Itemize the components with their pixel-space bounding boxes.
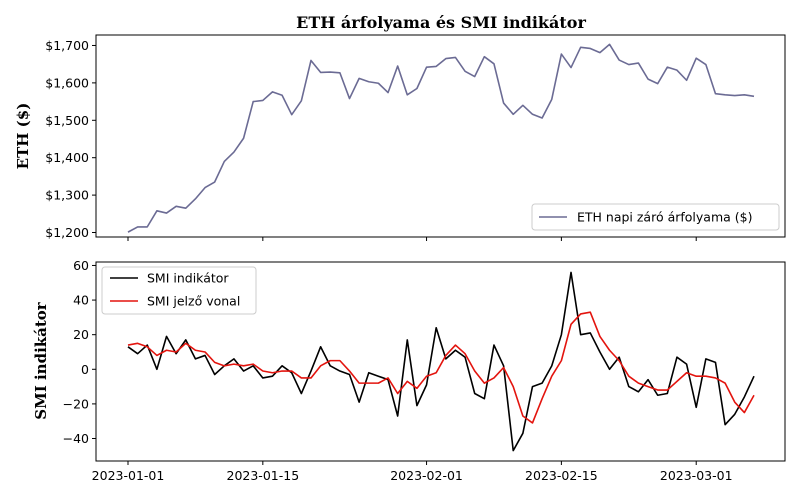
series-line-1-0	[127, 271, 755, 452]
series-line-1-1	[127, 311, 755, 424]
smi-panel: −40 −20 0 20 40 60 2023-01-01 2023-01-15 2023-0…	[32, 258, 786, 483]
x-tick-label: 2023-03-01	[660, 468, 733, 483]
y-tick-label: 40	[73, 293, 89, 308]
series-line-0-0	[127, 43, 755, 233]
price-plot-area	[95, 34, 786, 238]
x-tick-label: 2023-02-01	[390, 468, 463, 483]
smi-y-axis-label: SMI indikátor	[32, 301, 50, 420]
x-tick-label: 2023-01-01	[92, 468, 165, 483]
legend-label-smi-signal: SMI jelző vonal	[147, 294, 240, 309]
y-tick-label: $1,200	[45, 225, 89, 240]
y-tick-label: $1,400	[45, 150, 89, 165]
y-tick-label: −40	[63, 431, 89, 446]
y-tick-label: −20	[63, 396, 89, 411]
y-tick-label: $1,500	[45, 113, 89, 128]
y-tick-label: $1,600	[45, 75, 89, 90]
smi-legend: SMI indikátor SMI jelző vonal	[101, 266, 257, 315]
price-panel: $1,200 $1,300 $1,400 $1,500 $1,600 $1,700 ETH…	[14, 34, 786, 241]
y-tick-label: $1,300	[45, 188, 89, 203]
legend-label-eth-close: ETH napi záró árfolyama ($)	[577, 210, 752, 225]
y-tick-label: 60	[73, 258, 89, 273]
y-tick-label: 0	[81, 362, 89, 377]
chart-title: ETH árfolyama és SMI indikátor	[296, 13, 586, 32]
y-tick-label: 20	[73, 327, 89, 342]
price-y-axis-label: ETH ($)	[14, 103, 32, 170]
price-legend: ETH napi záró árfolyama ($)	[531, 203, 780, 231]
x-tick-label: 2023-02-15	[525, 468, 598, 483]
legend-label-smi: SMI indikátor	[147, 271, 229, 286]
smi-plot-area	[95, 261, 786, 462]
x-tick-label: 2023-01-15	[227, 468, 300, 483]
y-tick-label: $1,700	[45, 38, 89, 53]
